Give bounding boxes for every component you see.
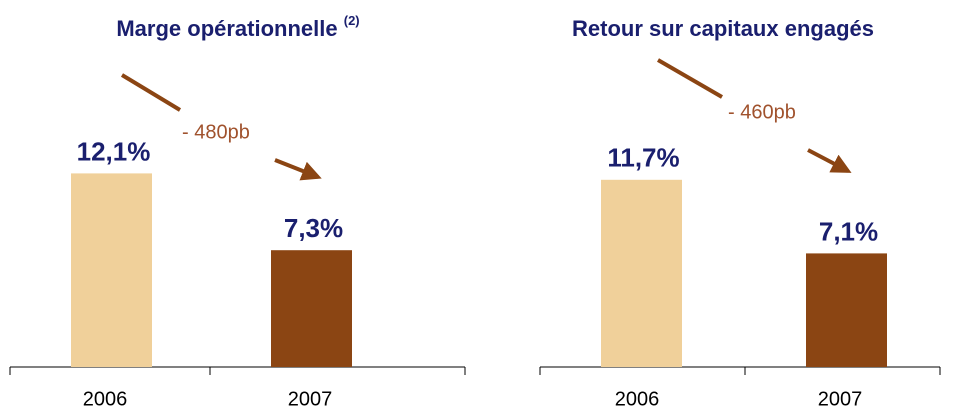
value-label: 12,1% — [77, 136, 151, 166]
bar — [601, 179, 682, 367]
trend-line — [656, 58, 724, 99]
value-label: 11,7% — [607, 143, 679, 173]
x-tick-label: 2006 — [615, 388, 660, 410]
x-tick-label: 2006 — [83, 388, 128, 410]
x-tick-label: 2007 — [818, 388, 863, 410]
trend-arrow — [807, 148, 852, 173]
title-text: Retour sur capitaux engagés — [572, 16, 874, 41]
trend-arrow — [274, 158, 322, 181]
title-superscript: (2) — [344, 13, 360, 28]
bar — [806, 253, 887, 367]
chart-title: Retour sur capitaux engagés — [572, 16, 874, 41]
annotation: - 480pb — [182, 121, 250, 143]
value-label: 7,1% — [819, 216, 878, 246]
annotation: - 460pb — [728, 101, 796, 123]
chart-title: Marge opérationnelle (2) — [116, 13, 359, 40]
trend-line — [120, 73, 182, 112]
bar — [71, 173, 152, 367]
x-tick-label: 2007 — [288, 388, 333, 410]
title-text: Marge opérationnelle — [116, 16, 337, 41]
bar — [271, 250, 352, 367]
value-label: 7,3% — [284, 213, 343, 243]
